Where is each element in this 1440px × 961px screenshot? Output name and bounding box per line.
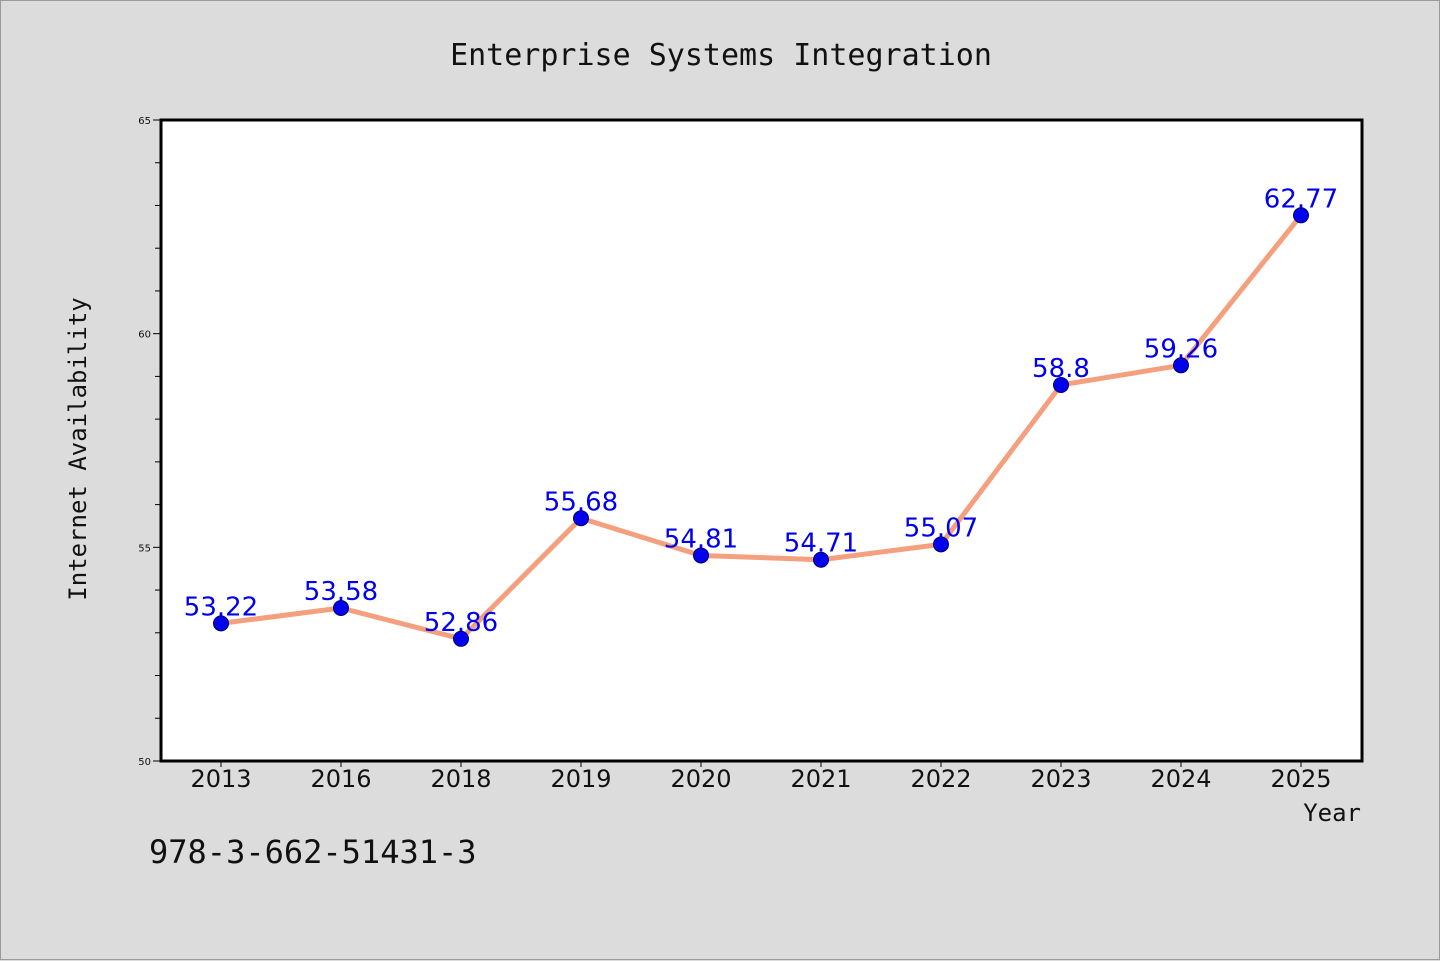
data-label: 52.86 (424, 608, 498, 638)
data-label: 54.71 (784, 529, 858, 559)
data-point (693, 547, 709, 564)
x-tick-label: 2022 (910, 765, 971, 793)
data-point (333, 600, 349, 617)
data-point (453, 630, 469, 647)
x-tick-label: 2018 (430, 765, 491, 793)
data-point (813, 551, 829, 568)
x-tick-label: 2020 (670, 765, 731, 793)
x-tick-label: 2024 (1150, 765, 1211, 793)
x-tick-label: 2021 (790, 765, 851, 793)
y-tick-label: 50 (138, 757, 151, 768)
series: 53.22 53.58 52.86 55.68 54.81 54.71 55.07 58.8 5… (184, 184, 1338, 647)
y-axis: 50 55 60 65 (138, 116, 161, 768)
chart-title: Enterprise Systems Integration (450, 38, 992, 73)
data-label: 59.26 (1144, 334, 1218, 364)
data-label: 58.8 (1032, 354, 1090, 384)
x-tick-label: 2025 (1270, 765, 1331, 793)
data-label: 53.58 (304, 577, 378, 607)
data-label: 53.22 (184, 592, 258, 622)
data-label: 55.68 (544, 487, 618, 517)
data-point (213, 615, 229, 632)
y-tick-label: 55 (138, 543, 151, 554)
data-point (1293, 207, 1309, 224)
data-label: 55.07 (904, 513, 978, 543)
x-tick-label: 2019 (550, 765, 611, 793)
isbn-text: 978-3-662-51431-3 (149, 833, 477, 871)
data-point (1173, 357, 1189, 374)
y-tick-label: 60 (138, 330, 151, 341)
x-axis-label: Year (1303, 799, 1361, 827)
data-point (933, 536, 949, 553)
plot-area (159, 118, 1364, 763)
data-label: 62.77 (1264, 184, 1338, 214)
series-line (218, 212, 1304, 642)
data-point (1053, 376, 1069, 393)
x-tick-label: 2013 (190, 765, 251, 793)
x-tick-label: 2023 (1030, 765, 1091, 793)
data-point (573, 510, 589, 527)
x-tick-label: 2016 (310, 765, 371, 793)
y-tick-label: 65 (138, 116, 151, 127)
data-label: 54.81 (664, 524, 738, 554)
y-axis-label: Internet Availability (64, 297, 92, 600)
x-axis: 2013 2016 2018 2019 2020 2021 2022 2023 2024 2025 (190, 761, 1332, 793)
